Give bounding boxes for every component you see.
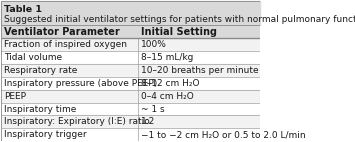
Bar (1, 90, 260, 103)
Text: Respiratory rate: Respiratory rate (4, 66, 77, 75)
Text: Table 1: Table 1 (4, 5, 42, 14)
Text: Fraction of inspired oxygen: Fraction of inspired oxygen (4, 40, 127, 49)
Text: PEEP: PEEP (4, 92, 26, 101)
Text: 8–12 cm H₂O: 8–12 cm H₂O (141, 79, 200, 88)
Bar (1, 51, 260, 64)
Text: 1:2: 1:2 (141, 117, 155, 126)
Bar (1, 64, 260, 77)
Text: Inspiratory pressure (above PEEP): Inspiratory pressure (above PEEP) (4, 79, 157, 88)
Text: 10–20 breaths per minute: 10–20 breaths per minute (141, 66, 259, 75)
Bar (1, 128, 260, 141)
Text: 0–4 cm H₂O: 0–4 cm H₂O (141, 92, 194, 101)
Bar (1, 1, 260, 25)
Bar (1, 25, 260, 38)
Text: Inspiratory trigger: Inspiratory trigger (4, 130, 86, 139)
Text: Initial Setting: Initial Setting (141, 27, 217, 37)
Text: 100%: 100% (141, 40, 167, 49)
Text: Inspiratory: Expiratory (I:E) ratio: Inspiratory: Expiratory (I:E) ratio (4, 117, 149, 126)
Text: Inspiratory time: Inspiratory time (4, 105, 76, 113)
Text: Suggested initial ventilator settings for patients with normal pulmonary functio: Suggested initial ventilator settings fo… (4, 15, 355, 24)
Text: −1 to −2 cm H₂O or 0.5 to 2.0 L/min: −1 to −2 cm H₂O or 0.5 to 2.0 L/min (141, 130, 306, 139)
Bar (1, 115, 260, 128)
Text: 8–15 mL/kg: 8–15 mL/kg (141, 53, 193, 62)
Text: Tidal volume: Tidal volume (4, 53, 62, 62)
Text: ~ 1 s: ~ 1 s (141, 105, 165, 113)
Bar (1, 38, 260, 51)
Bar (1, 103, 260, 115)
Bar (1, 77, 260, 90)
Text: Ventilator Parameter: Ventilator Parameter (4, 27, 120, 37)
